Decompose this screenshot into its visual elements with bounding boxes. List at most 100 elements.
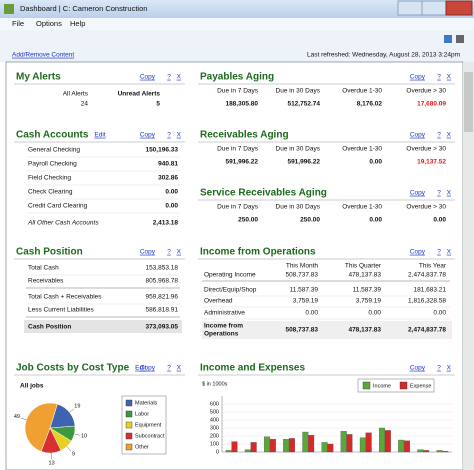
- legend-label: Expense: [410, 383, 431, 389]
- column-header: This Year: [419, 263, 447, 270]
- minimize-button[interactable]: [397, 0, 423, 16]
- close-link[interactable]: X: [447, 132, 452, 139]
- legend-label: Income: [373, 383, 391, 389]
- copy-link[interactable]: Copy: [410, 365, 426, 372]
- bar: [327, 443, 334, 453]
- copy-link[interactable]: Copy: [410, 249, 426, 256]
- help-link[interactable]: ?: [167, 74, 171, 81]
- menu-item[interactable]: Options: [36, 19, 62, 28]
- legend-swatch: [362, 381, 371, 390]
- close-link[interactable]: X: [177, 132, 182, 139]
- close-link[interactable]: X: [447, 365, 452, 372]
- row-label: Overhead: [204, 298, 233, 305]
- bar: [442, 451, 449, 453]
- pie-label: 19: [74, 404, 80, 410]
- cell-value: 153,853.18: [145, 265, 178, 272]
- help-link[interactable]: ?: [437, 74, 441, 81]
- bar: [308, 435, 315, 453]
- cell-value: 805,968.78: [145, 278, 178, 285]
- edit-link[interactable]: Edit: [94, 132, 105, 139]
- row-label: Credit Card Clearing: [28, 203, 88, 210]
- copy-link[interactable]: Copy: [140, 74, 156, 81]
- leader-line: [20, 417, 27, 421]
- row-label: Direct/Equip/Shop: [204, 287, 257, 294]
- row-label: General Checking: [28, 147, 80, 154]
- copy-link[interactable]: Copy: [140, 249, 156, 256]
- leader-line: [74, 433, 81, 436]
- row-label: Operating Income: [204, 272, 256, 279]
- bar: [340, 431, 347, 453]
- bar: [231, 441, 238, 453]
- column-header: All Alerts: [63, 91, 89, 98]
- cell-value: 959,821.96: [145, 294, 178, 301]
- column-header: Unread Alerts: [118, 91, 161, 98]
- row-label: Total Cash + Receivables: [28, 294, 102, 301]
- cell-value: 5: [156, 101, 160, 108]
- help-link[interactable]: ?: [437, 249, 441, 256]
- leader-line: [69, 408, 75, 413]
- help-link[interactable]: ?: [167, 132, 171, 139]
- copy-link[interactable]: Copy: [410, 132, 426, 139]
- copy-link[interactable]: Copy: [140, 132, 156, 139]
- legend-label: Other: [135, 444, 149, 450]
- cell-value: 591,996.22: [225, 159, 258, 166]
- copy-link[interactable]: Copy: [140, 365, 156, 372]
- column-header: Overdue 1-30: [342, 88, 382, 95]
- scrollbar-thumb[interactable]: [464, 72, 473, 132]
- row-label: Administrative: [204, 310, 245, 317]
- bar: [264, 436, 271, 453]
- copy-link[interactable]: Copy: [410, 190, 426, 197]
- row-label: Operations: [204, 331, 239, 338]
- total-row-bg: [202, 321, 452, 339]
- cell-value: 8,176.02: [357, 101, 383, 108]
- help-link[interactable]: ?: [167, 365, 171, 372]
- column-header: Due in 30 Days: [276, 88, 321, 95]
- menu-item[interactable]: Help: [70, 19, 85, 28]
- close-link[interactable]: X: [177, 249, 182, 256]
- row-label: Less Current Liabilities: [28, 307, 95, 314]
- y-axis-label: $ in 1000s: [202, 381, 228, 387]
- bar: [302, 431, 309, 453]
- help-link[interactable]: ?: [437, 190, 441, 197]
- help-link[interactable]: ?: [437, 365, 441, 372]
- content-area: [5, 61, 464, 470]
- menu-item[interactable]: File: [12, 19, 24, 28]
- close-link[interactable]: X: [447, 190, 452, 197]
- close-link[interactable]: X: [177, 74, 182, 81]
- cell-value: 508,737.83: [285, 327, 318, 334]
- cell-value: 150,196.33: [145, 147, 178, 154]
- help-link[interactable]: ?: [437, 132, 441, 139]
- column-header: Overdue 1-30: [342, 204, 382, 211]
- scrollbar[interactable]: [463, 62, 474, 470]
- cell-value: 250.00: [300, 217, 320, 224]
- y-tick-label: 600: [210, 401, 219, 407]
- cell-value: 181,683.21: [413, 287, 446, 294]
- cell-value: 508,737.83: [285, 272, 318, 279]
- cell-value: 591,996.22: [287, 159, 320, 166]
- close-link[interactable]: X: [447, 74, 452, 81]
- legend-swatch: [125, 421, 133, 429]
- close-link[interactable]: X: [177, 365, 182, 372]
- cell-value: 19,137.52: [417, 159, 446, 166]
- refresh-icon[interactable]: [444, 35, 452, 43]
- add-remove-link[interactable]: Add/Remove Content: [12, 52, 74, 59]
- cell-value: 2,474,837.78: [408, 327, 446, 334]
- copy-link[interactable]: Copy: [410, 74, 426, 81]
- panel-title: Receivables Aging: [200, 130, 289, 141]
- close-link[interactable]: X: [447, 249, 452, 256]
- y-tick-label: 500: [210, 409, 219, 415]
- pie-label: 13: [49, 460, 55, 466]
- close-button[interactable]: [445, 0, 473, 16]
- panel-title: Cash Position: [16, 247, 83, 258]
- legend-label: Labor: [135, 411, 149, 417]
- column-header: Overdue 1-30: [342, 146, 382, 153]
- cell-value: 0.00: [165, 189, 178, 196]
- maximize-button[interactable]: [421, 0, 447, 16]
- pie-label: 10: [81, 434, 87, 440]
- edit-link[interactable]: Edit: [135, 365, 146, 372]
- y-tick-label: 0: [216, 449, 219, 455]
- cell-value: 11,587.39: [290, 287, 319, 294]
- toolbar: [0, 30, 474, 62]
- print-icon[interactable]: [456, 35, 464, 43]
- help-link[interactable]: ?: [167, 249, 171, 256]
